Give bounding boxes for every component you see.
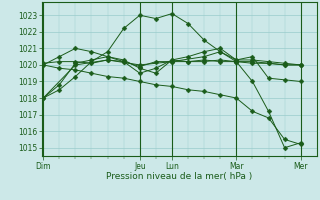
X-axis label: Pression niveau de la mer( hPa ): Pression niveau de la mer( hPa ) — [106, 172, 252, 181]
